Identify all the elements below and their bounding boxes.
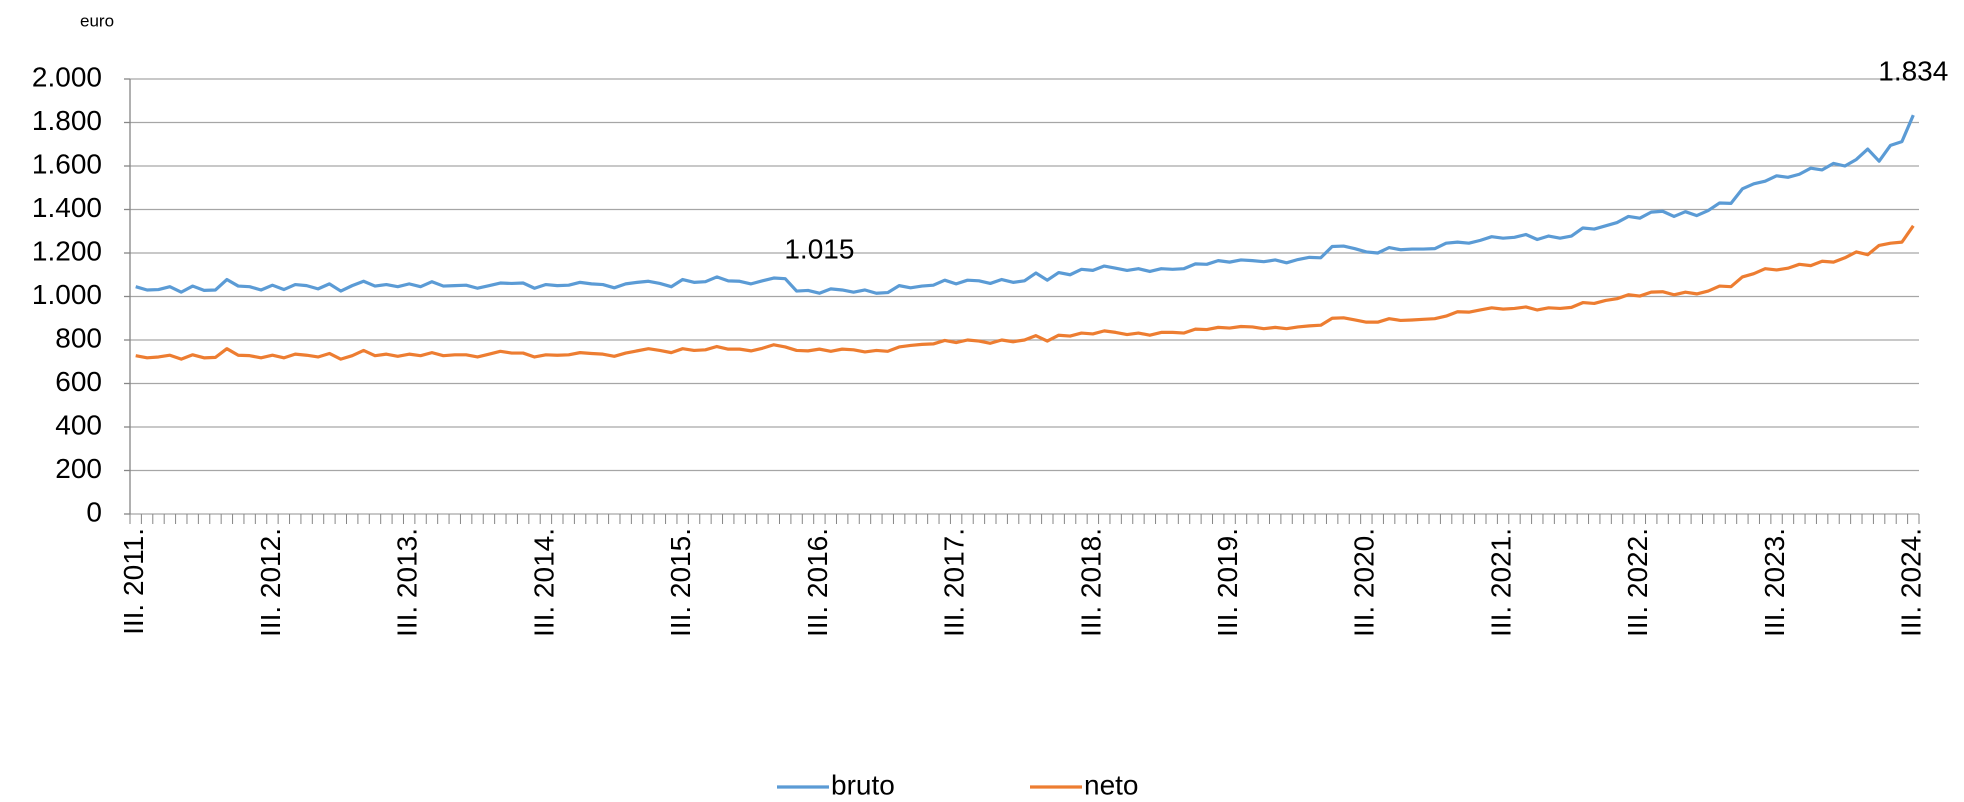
x-tick-label: III. 2023. (1759, 528, 1790, 637)
legend-label: bruto (831, 769, 895, 800)
x-tick-label: III. 2011. (118, 528, 149, 635)
y-tick-label: 400 (55, 409, 102, 440)
y-tick-label: 600 (55, 366, 102, 397)
legend-label: neto (1084, 769, 1139, 800)
x-tick-label: III. 2021. (1485, 528, 1516, 637)
x-tick-label: III. 2019. (1212, 528, 1243, 637)
series-line (135, 114, 1915, 295)
x-tick-label: III. 2018. (1075, 528, 1106, 637)
y-tick-label: 1.800 (32, 105, 102, 136)
data-label: 1.015 (784, 234, 854, 265)
y-tick-label: 1.200 (32, 235, 102, 266)
y-tick-label: 200 (55, 453, 102, 484)
x-tick-label: III. 2017. (939, 528, 970, 637)
y-tick-label: 2.000 (32, 61, 102, 92)
data-label: 1.834 (1878, 55, 1948, 86)
legend-item: neto (1030, 769, 1139, 800)
y-tick-label: 800 (55, 322, 102, 353)
y-axis-label: euro (80, 11, 114, 30)
x-tick-label: III. 2020. (1349, 528, 1380, 637)
x-tick-label: III. 2015. (665, 528, 696, 637)
y-tick-label: 1.400 (32, 192, 102, 223)
y-tick-label: 1.600 (32, 148, 102, 179)
x-tick-label: III. 2013. (392, 528, 423, 637)
x-tick-label: III. 2014. (528, 528, 559, 637)
series-line (135, 224, 1915, 361)
legend-item: bruto (777, 769, 895, 800)
x-tick-label: III. 2016. (802, 528, 833, 637)
x-tick-label: III. 2012. (255, 528, 286, 637)
y-tick-label: 0 (86, 496, 102, 527)
x-tick-label: III. 2024. (1896, 528, 1927, 637)
y-tick-label: 1.000 (32, 279, 102, 310)
x-tick-label: III. 2022. (1622, 528, 1653, 637)
